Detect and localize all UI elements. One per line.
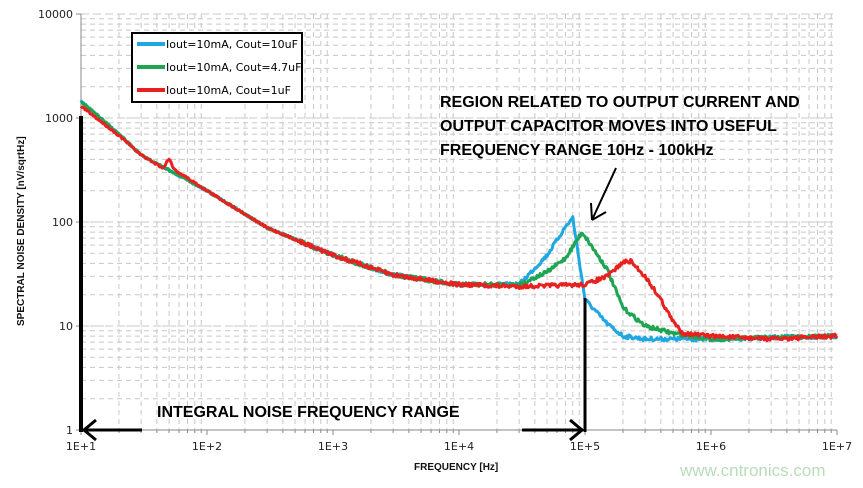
integral-annotation: INTEGRAL NOISE FREQUENCY RANGE	[157, 404, 460, 421]
annotation-markers	[79, 116, 617, 442]
watermark: www.cntronics.com	[679, 461, 825, 480]
y-tick-label: 1000	[45, 112, 73, 125]
x-tick-label: 1E+5	[570, 440, 600, 453]
region-arrow	[590, 167, 617, 221]
series-group	[79, 99, 839, 343]
x-axis-label: FREQUENCY [Hz]	[414, 462, 498, 473]
right-range-arrow	[522, 418, 585, 442]
x-tick-label: 1E+2	[192, 440, 222, 453]
legend-label-1uf: Iout=10mA, Cout=1uF	[166, 84, 291, 97]
y-tick-label: 1	[66, 424, 73, 437]
region-annotation-line-2: OUTPUT CAPACITOR MOVES INTO USEFUL	[440, 118, 777, 135]
y-axis-label: SPECTRAL NOISE DENSITY [nV/sqrtHz]	[16, 136, 27, 326]
legend-label-10uf: Iout=10mA, Cout=10uF	[166, 38, 298, 51]
x-tick-label: 1E+6	[696, 440, 726, 453]
legend: Iout=10mA, Cout=10uF Iout=10mA, Cout=4.7…	[131, 32, 303, 103]
left-range-arrow	[81, 418, 142, 442]
x-tick-label: 1E+3	[318, 440, 348, 453]
region-annotation-line-1: REGION RELATED TO OUTPUT CURRENT AND	[440, 94, 800, 111]
legend-label-4-7uf: Iout=10mA, Cout=4.7uF	[166, 61, 301, 74]
series-line-2	[79, 105, 839, 343]
x-tick-label: 1E+7	[822, 440, 852, 453]
y-tick-label: 10	[59, 320, 73, 333]
region-annotation-line-3: FREQUENCY RANGE 10Hz - 100kHz	[440, 142, 714, 159]
y-tick-label: 10000	[38, 8, 73, 21]
x-tick-label: 1E+4	[444, 440, 474, 453]
x-tick-label: 1E+1	[66, 440, 96, 453]
y-tick-label: 100	[52, 216, 73, 229]
